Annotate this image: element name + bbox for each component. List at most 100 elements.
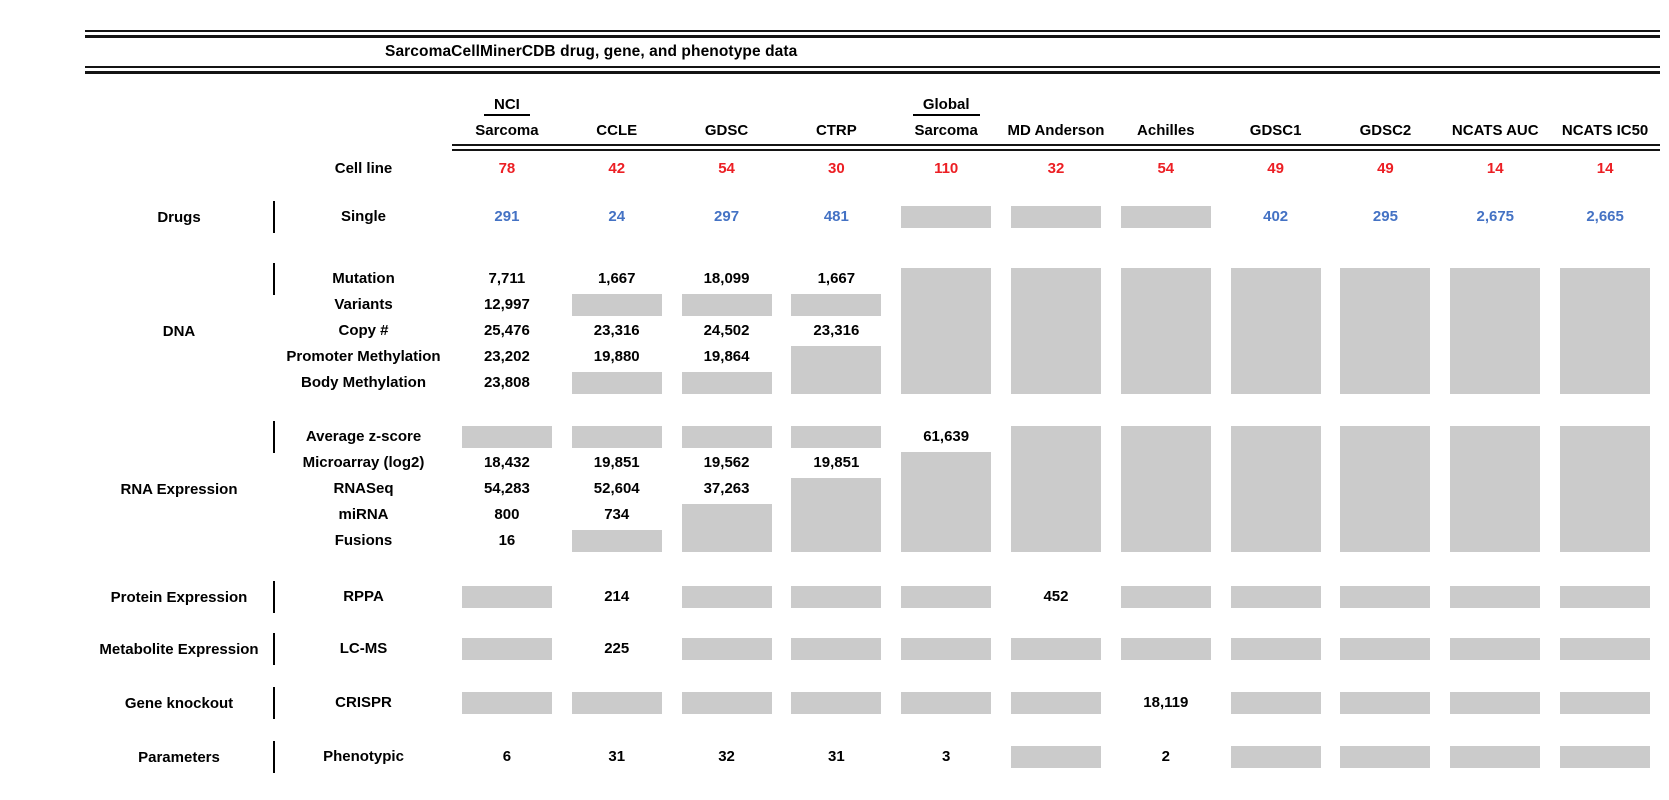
category-divider-line: [273, 421, 275, 453]
column-header-ncats-ic50-10: NCATS IC50: [1561, 122, 1649, 139]
row-label: miRNA: [338, 506, 389, 523]
no-data-gray-box: [1120, 206, 1211, 228]
no-data-gray-box: [1560, 268, 1651, 394]
section-rna-expression: RNA Expression Average z-score Microarray …: [85, 421, 1660, 554]
no-data-gray-box: [1010, 268, 1102, 394]
cell-value: 24: [608, 208, 626, 225]
column-header-top-nci: NCI: [452, 96, 562, 116]
no-data-gray-box: [791, 426, 882, 448]
cell-value: 18,119: [1143, 694, 1189, 711]
no-data-gray-box: [681, 372, 772, 394]
no-data-gray-box: [1230, 746, 1321, 768]
cell-value: 23,316: [593, 322, 640, 339]
no-data-gray-box: [571, 530, 662, 552]
cell-value: 25,476: [483, 322, 530, 339]
no-data-gray-box: [1230, 268, 1321, 394]
no-data-gray-box: [901, 206, 992, 228]
category-divider-line: [273, 741, 275, 773]
no-data-gray-box: [901, 692, 992, 714]
no-data-gray-box: [1560, 638, 1651, 660]
row-label: LC-MS: [339, 640, 388, 657]
category-label: Drugs: [157, 208, 201, 226]
cell-value: 291: [494, 208, 520, 225]
no-data-gray-box: [571, 426, 662, 448]
no-data-gray-box: [1340, 426, 1431, 552]
cell-line-count: 49: [1267, 160, 1284, 177]
cell-value: 37,263: [703, 480, 750, 497]
category-divider-line: [273, 633, 275, 665]
no-data-gray-box: [1340, 268, 1431, 394]
row-label: Body Methylation: [300, 374, 426, 391]
no-data-gray-box: [461, 586, 552, 608]
data-matrix: NCI Sarcoma CCLE GDSC CTRP Global Sarcoma MD An…: [0, 88, 1669, 773]
row-label: Mutation: [332, 270, 395, 287]
cell-value: 31: [608, 748, 626, 765]
cell-value: 402: [1263, 208, 1289, 225]
no-data-gray-box: [461, 426, 552, 448]
column-header-md-anderson-5: MD Anderson: [1007, 122, 1105, 139]
cell-value: 2,665: [1586, 208, 1624, 225]
no-data-gray-box: [791, 346, 882, 394]
no-data-gray-box: [1450, 426, 1541, 552]
no-data-gray-box: [1120, 426, 1211, 552]
no-data-gray-box: [681, 586, 772, 608]
cell-value: 481: [823, 208, 849, 225]
no-data-gray-box: [1450, 268, 1541, 394]
cell-value: 2,675: [1476, 208, 1515, 225]
no-data-gray-box: [1450, 692, 1541, 714]
section-dna: DNA Mutation Variants Copy # Promoter Methyl…: [85, 263, 1660, 396]
column-header-ctrp-3: CTRP: [815, 122, 857, 139]
cell-value: 1,667: [597, 270, 636, 287]
row-label: Microarray (log2): [302, 454, 425, 471]
cell-line-count: 32: [1047, 160, 1065, 177]
no-data-gray-box: [461, 692, 552, 714]
column-header-top-label: NCI: [483, 96, 530, 116]
no-data-gray-box: [1450, 638, 1541, 660]
cell-value: 3: [942, 748, 951, 765]
cell-value: 18,099: [703, 270, 750, 287]
no-data-gray-box: [901, 268, 992, 394]
no-data-gray-box: [1230, 586, 1321, 608]
cell-line-label: Cell line: [334, 160, 393, 177]
no-data-gray-box: [681, 504, 772, 552]
no-data-gray-box: [1560, 692, 1651, 714]
no-data-gray-box: [1560, 746, 1651, 768]
category-label: Protein Expression: [110, 588, 248, 606]
cell-value: 18,432: [483, 454, 530, 471]
no-data-gray-box: [681, 426, 772, 448]
no-data-gray-box: [1120, 638, 1211, 660]
column-header-ccle-1: CCLE: [596, 122, 638, 139]
header-double-rule: [452, 144, 1660, 151]
cell-value: 16: [498, 532, 516, 549]
cell-value: 800: [494, 506, 520, 523]
cell-value: 297: [714, 208, 740, 225]
column-header-achilles-6: Achilles: [1137, 122, 1195, 139]
row-label: Copy #: [338, 322, 389, 339]
column-header-gdsc1-7: GDSC1: [1249, 122, 1302, 139]
cell-value: 7,711: [488, 270, 526, 287]
cell-value: 19,562: [703, 454, 750, 471]
section-drugs: Drugs Single 291 24 297 481 402 295 2,675 2,665: [85, 201, 1660, 233]
cell-line-count: 49: [1377, 160, 1394, 177]
cell-value: 734: [604, 506, 630, 523]
no-data-gray-box: [901, 586, 992, 608]
no-data-gray-box: [1230, 638, 1321, 660]
section-parameters: Parameters Phenotypic 6 31 32 31 3 2: [85, 741, 1660, 773]
no-data-gray-box: [1230, 692, 1321, 714]
cell-value: 19,864: [703, 348, 750, 365]
no-data-gray-box: [1450, 746, 1541, 768]
cell-line-count: 14: [1486, 160, 1504, 177]
cell-value: 2: [1161, 748, 1170, 765]
cell-value: 23,808: [483, 374, 530, 391]
no-data-gray-box: [1010, 426, 1102, 552]
category-label: Metabolite Expression: [99, 640, 259, 658]
category-label: RNA Expression: [120, 480, 238, 498]
cell-value: 52,604: [593, 480, 640, 497]
cell-line-row: Cell line 78 42 54 30 110 32 54 49 49 14 14: [85, 156, 1660, 182]
no-data-gray-box: [901, 452, 992, 552]
cell-value: 19,880: [593, 348, 640, 365]
row-label: Single: [340, 208, 386, 225]
figure-title: SarcomaCellMinerCDB drug, gene, and phen…: [385, 43, 798, 60]
no-data-gray-box: [1010, 746, 1102, 768]
no-data-gray-box: [1120, 586, 1211, 608]
